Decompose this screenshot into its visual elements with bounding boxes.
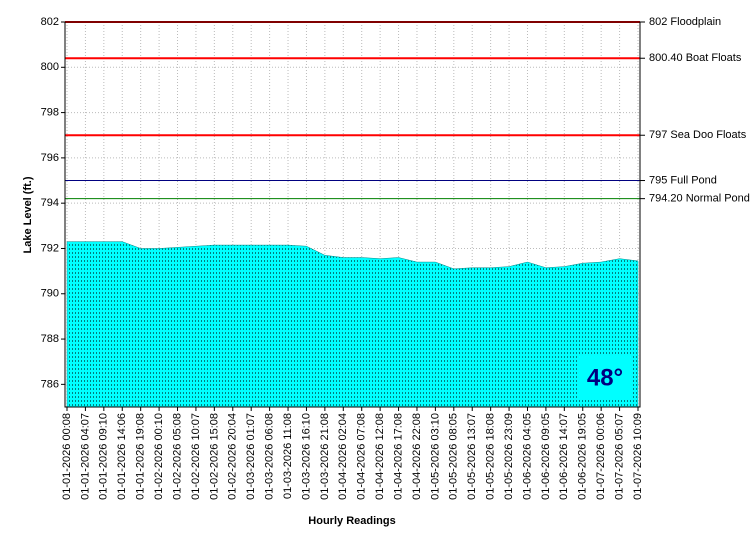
- x-tick-label: 01-04-2026 22:08: [411, 413, 423, 500]
- reference-label: 802 Floodplain: [649, 16, 721, 28]
- x-tick-label: 01-01-2026 19:08: [135, 413, 147, 500]
- x-tick-label: 01-01-2026 14:06: [116, 413, 128, 500]
- x-tick-label: 01-02-2026 20:04: [227, 413, 239, 500]
- x-tick-label: 01-06-2026 04:05: [521, 413, 533, 500]
- x-tick-label: 01-05-2026 03:10: [429, 413, 441, 500]
- x-tick-label: 01-06-2026 09:05: [540, 413, 552, 500]
- x-tick-label: 01-07-2026 05:07: [613, 413, 625, 500]
- x-tick-label: 01-05-2026 13:07: [466, 413, 478, 500]
- x-tick-label: 01-01-2026 09:10: [98, 413, 110, 500]
- x-tick-label: 01-02-2026 05:08: [171, 413, 183, 500]
- x-tick-label: 01-04-2026 02:04: [337, 413, 349, 500]
- x-tick-label: 01-06-2026 14:07: [558, 413, 570, 500]
- reference-label: 797 Sea Doo Floats: [649, 129, 747, 141]
- x-tick-label: 01-01-2026 00:08: [61, 413, 73, 500]
- x-tick-label: 01-06-2026 19:05: [577, 413, 589, 500]
- x-tick-label: 01-05-2026 08:05: [448, 413, 460, 500]
- plot-frame: [64, 21, 641, 408]
- y-tick-label: 788: [41, 333, 59, 345]
- x-tick-label: 01-02-2026 15:08: [208, 413, 220, 500]
- reference-label: 794.20 Normal Pond: [649, 193, 750, 205]
- area: [66, 241, 639, 408]
- reference-label: 795 Full Pond: [649, 174, 717, 186]
- x-tick-label: 01-05-2026 18:08: [485, 413, 497, 500]
- badge-box: [578, 354, 632, 400]
- y-tick-label: 800: [41, 61, 59, 73]
- x-tick-label: 01-04-2026 12:08: [374, 413, 386, 500]
- y-tick-label: 798: [41, 106, 59, 118]
- x-tick-label: 01-03-2026 11:08: [282, 413, 294, 499]
- x-tick-label: 01-03-2026 01:07: [245, 413, 257, 500]
- x-tick-label: 01-05-2026 23:09: [503, 413, 515, 500]
- reference-label: 800.40 Boat Floats: [649, 52, 742, 64]
- y-tick-label: 786: [41, 378, 59, 390]
- x-tick-label: 01-02-2026 10:07: [190, 413, 202, 500]
- x-tick-label: 01-04-2026 17:08: [392, 413, 404, 500]
- x-tick-label: 01-04-2026 07:08: [356, 413, 368, 500]
- y-axis-title: Lake Level (ft.): [22, 176, 34, 253]
- x-axis-title: Hourly Readings: [308, 515, 395, 527]
- x-tick-label: 01-02-2026 00:10: [153, 413, 165, 500]
- x-tick-label: 01-01-2026 04:07: [79, 413, 91, 500]
- y-tick-label: 794: [41, 197, 59, 209]
- x-tick-label: 01-03-2026 16:10: [300, 413, 312, 500]
- x-tick-label: 01-07-2026 10:09: [632, 413, 644, 500]
- y-tick-label: 792: [41, 242, 59, 254]
- x-tick-label: 01-03-2026 21:08: [319, 413, 331, 500]
- x-tick-label: 01-03-2026 06:08: [264, 413, 276, 500]
- y-tick-label: 796: [41, 152, 59, 164]
- y-tick-label: 802: [41, 16, 59, 28]
- badge-text: 48°: [587, 364, 623, 391]
- y-tick-label: 790: [41, 288, 59, 300]
- x-tick-label: 01-07-2026 00:06: [595, 413, 607, 500]
